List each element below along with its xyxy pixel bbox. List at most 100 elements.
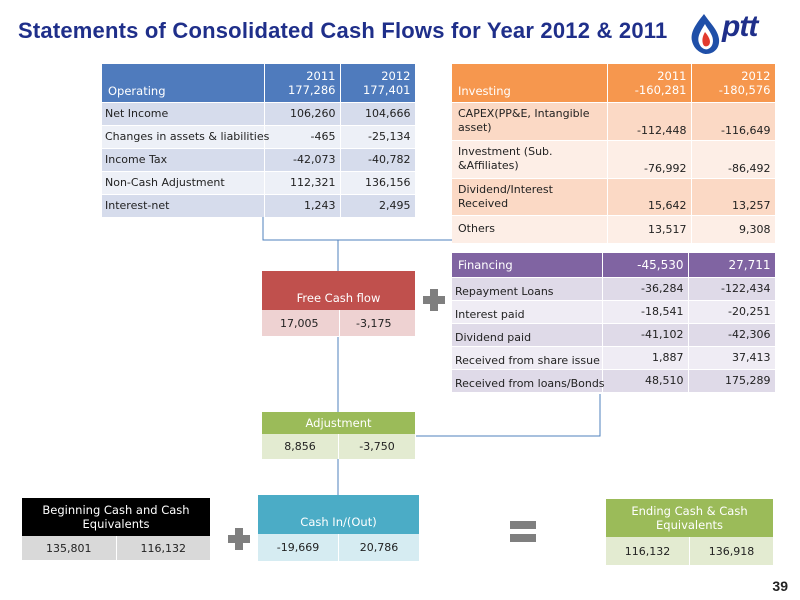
row-label: Net Income: [102, 101, 265, 125]
table-row: Income Tax -42,073 -40,782: [102, 147, 416, 171]
plus-icon: [228, 528, 250, 550]
operating-table: Operating 2011 177,286 2012 177,401 Net In…: [102, 64, 416, 217]
investing-header-row: Investing 2011 -160,281 2012 -180,576: [452, 64, 776, 102]
table-row: Changes in assets & liabilities -465 -25,1…: [102, 124, 416, 148]
value-2012: 37,413: [688, 345, 776, 369]
value-2011: 15,642: [607, 177, 692, 215]
ptt-flame-logo-icon: [691, 14, 720, 54]
row-label: Dividend paid: [452, 322, 603, 346]
value-2011: 112,321: [264, 170, 341, 194]
ending-cash-2011: 116,132: [624, 544, 671, 558]
adjustment-box: Adjustment 8,856 -3,750: [262, 412, 415, 459]
table-row: Dividend paid -41,102 -42,306: [452, 322, 776, 346]
cash-in-out-2012: 20,786: [338, 534, 419, 561]
page-number: 39: [772, 578, 788, 594]
row-label: Changes in assets & liabilities: [102, 124, 269, 148]
value-2011: -41,102: [602, 322, 689, 346]
cash-in-out-2011: -19,669: [276, 541, 320, 554]
table-row: Received from loans/Bonds 48,510 175,289: [452, 368, 776, 392]
row-label: Non-Cash Adjustment: [102, 170, 265, 194]
cash-in-out-label: Cash In/(Out): [258, 495, 419, 534]
financing-header-row: Financing -45,530 27,711: [452, 253, 776, 277]
investing-2011-header: 2011 -160,281: [607, 64, 692, 102]
cash-in-out-box: Cash In/(Out) -19,669 20,786: [258, 495, 419, 561]
table-row: Repayment Loans -36,284 -122,434: [452, 276, 776, 300]
value-2011: 1,887: [602, 345, 689, 369]
financing-table: Financing -45,530 27,711 Repayment Loans…: [452, 253, 776, 392]
value-2012: 136,156: [340, 170, 416, 194]
beginning-cash-box: Beginning Cash and Cash Equivalents 135,…: [22, 498, 210, 560]
value-2011: 48,510: [602, 368, 689, 392]
free-cash-flow-2012: -3,175: [339, 310, 415, 336]
operating-header-row: Operating 2011 177,286 2012 177,401: [102, 64, 416, 102]
row-label: Others: [452, 214, 608, 243]
ending-cash-2012: 136,918: [689, 537, 773, 565]
ptt-logo-text: ptt: [722, 10, 758, 43]
table-row: Interest-net 1,243 2,495: [102, 193, 416, 217]
value-2011: 1,243: [264, 193, 341, 217]
value-2012: -86,492: [691, 139, 776, 178]
adjustment-2012: -3,750: [338, 434, 415, 459]
table-row: Non-Cash Adjustment 112,321 136,156: [102, 170, 416, 194]
financing-label: Financing: [452, 253, 603, 277]
value-2011: -42,073: [264, 147, 341, 171]
row-label: Dividend/Interest Received: [452, 177, 608, 215]
value-2011: -36,284: [602, 276, 689, 300]
value-2012: -25,134: [340, 124, 416, 148]
investing-2012-header: 2012 -180,576: [691, 64, 776, 102]
free-cash-flow-box: Free Cash flow 17,005 -3,175: [262, 271, 415, 336]
value-2012: 2,495: [340, 193, 416, 217]
equals-icon: [510, 521, 536, 543]
adjustment-label: Adjustment: [262, 412, 415, 434]
financing-2012-total: 27,711: [688, 253, 776, 277]
value-2012: -40,782: [340, 147, 416, 171]
value-2012: -116,649: [691, 101, 776, 140]
connector-financing: [416, 394, 601, 437]
table-row: Net Income 106,260 104,666: [102, 101, 416, 125]
connector-operating: [262, 212, 452, 241]
row-label: CAPEX(PP&E, Intangible asset): [452, 101, 608, 140]
table-row: Dividend/Interest Received 15,642 13,257: [452, 177, 776, 215]
row-label: Investment (Sub. &Affiliates): [452, 139, 608, 178]
free-cash-flow-2011: 17,005: [280, 316, 319, 330]
value-2012: 13,257: [691, 177, 776, 215]
value-2011: -18,541: [602, 299, 689, 323]
value-2012: -20,251: [688, 299, 776, 323]
table-row: Others 13,517 9,308: [452, 214, 776, 243]
beginning-cash-label: Beginning Cash and Cash Equivalents: [22, 498, 210, 536]
row-label: Repayment Loans: [452, 276, 603, 300]
value-2012: 175,289: [688, 368, 776, 392]
row-label: Interest paid: [452, 299, 603, 323]
beginning-cash-2011: 135,801: [46, 541, 92, 555]
value-2011: -465: [264, 124, 341, 148]
beginning-cash-2012: 116,132: [115, 536, 211, 560]
ending-cash-box: Ending Cash & Cash Equivalents 116,132 1…: [606, 499, 773, 565]
investing-table: Investing 2011 -160,281 2012 -180,576 CAPE…: [452, 64, 776, 243]
value-2011: 13,517: [607, 214, 692, 243]
operating-2011-header: 2011 177,286: [264, 64, 341, 102]
adjustment-2011: 8,856: [284, 440, 316, 453]
row-label: Received from share issue: [452, 345, 603, 369]
page-title: Statements of Consolidated Cash Flows fo…: [18, 18, 668, 43]
value-2012: 104,666: [340, 101, 416, 125]
table-row: Received from share issue 1,887 37,413: [452, 345, 776, 369]
operating-label: Operating: [102, 64, 265, 102]
table-row: CAPEX(PP&E, Intangible asset) -112,448 -11…: [452, 101, 776, 140]
free-cash-flow-label: Free Cash flow: [262, 271, 415, 310]
value-2011: -112,448: [607, 101, 692, 140]
row-label: Income Tax: [102, 147, 265, 171]
row-label: Received from loans/Bonds: [452, 368, 605, 392]
investing-label: Investing: [452, 64, 608, 102]
operating-2012-header: 2012 177,401: [340, 64, 416, 102]
table-row: Investment (Sub. &Affiliates) -76,992 -86,…: [452, 139, 776, 178]
ending-cash-label: Ending Cash & Cash Equivalents: [606, 499, 773, 537]
plus-icon: [423, 289, 445, 311]
value-2011: -76,992: [607, 139, 692, 178]
row-label: Interest-net: [102, 193, 265, 217]
value-2012: 9,308: [691, 214, 776, 243]
value-2012: -42,306: [688, 322, 776, 346]
financing-2011-total: -45,530: [602, 253, 689, 277]
value-2011: 106,260: [264, 101, 341, 125]
table-row: Interest paid -18,541 -20,251: [452, 299, 776, 323]
value-2012: -122,434: [688, 276, 776, 300]
